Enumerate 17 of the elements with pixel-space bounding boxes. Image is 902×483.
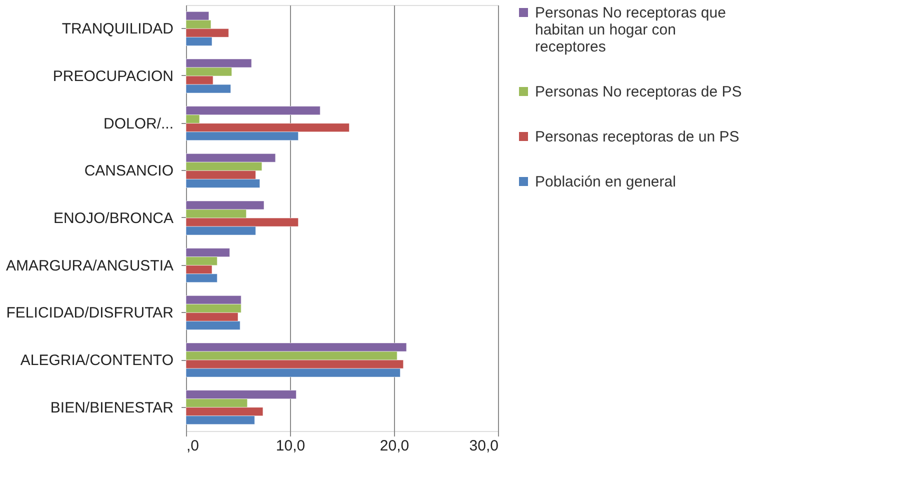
y-tick-label: AMARGURA/ANGUSTIA [6,257,174,274]
y-tick-label: ALEGRIA/CONTENTO [20,352,174,369]
y-tick-label: DOLOR/... [103,115,174,132]
x-tick-label: 30,0 [469,438,498,454]
legend-label: Personas receptoras de un PS [535,128,740,146]
legend-label: Población en general [535,174,676,190]
y-tick-label: BIEN/BIENESTAR [50,399,174,416]
x-tick-label: 10,0 [276,438,306,454]
y-tick-label: FELICIDAD/DISFRUTAR [6,304,174,322]
y-tick-label: CANSANCIO [84,162,174,180]
y-tick-label: ENOJO/BRONCA [53,210,174,227]
y-tick-label: TRANQUILIDAD [62,20,174,38]
y-tick-label: PREOCUPACION [52,68,174,85]
x-tick-label: ,0 [186,438,200,454]
legend-label: Personas No receptoras de PS [535,84,742,100]
x-tick-label: 20,0 [380,438,410,454]
legend-label: Personas No receptoras que habitan un hogar con receptores [535,4,726,56]
